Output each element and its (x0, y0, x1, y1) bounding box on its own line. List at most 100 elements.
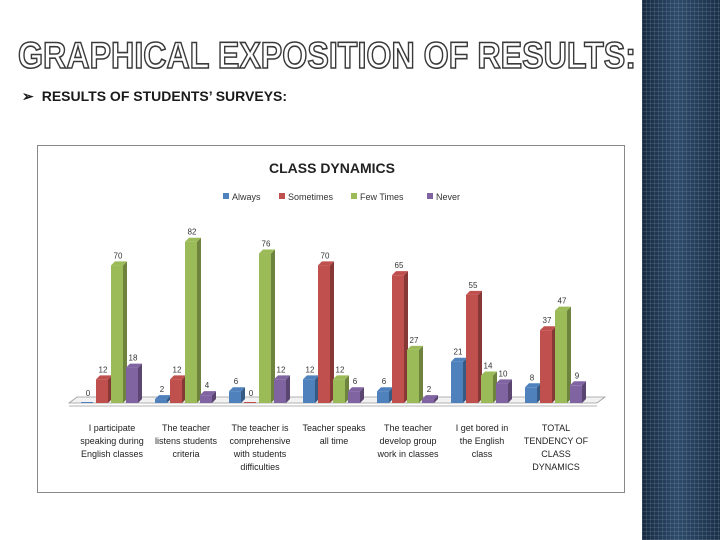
bar-sometimes-7 (540, 330, 552, 403)
chart-title: CLASS DYNAMICS (269, 160, 395, 176)
category-label-3-line-4: difficulties (240, 462, 280, 472)
data-label-never-1: 18 (129, 354, 138, 363)
bar-always-7 (525, 387, 537, 403)
data-label-few-times-6: 14 (484, 361, 493, 370)
bar-sometimes-4 (318, 265, 330, 403)
bar-sometimes-7-top (540, 326, 556, 331)
data-label-always-3: 6 (234, 377, 239, 386)
data-label-never-2: 4 (205, 381, 210, 390)
bar-always-6 (451, 361, 463, 403)
bar-always-3-side (241, 387, 245, 403)
bar-always-5-top (377, 387, 393, 392)
category-label-1-line-3: English classes (81, 449, 144, 459)
bar-sometimes-2 (170, 379, 182, 403)
category-label-1-line-2: speaking during (80, 436, 144, 446)
bar-always-5 (377, 391, 389, 403)
category-label-3-line-3: with students (233, 449, 287, 459)
legend-label-sometimes: Sometimes (288, 192, 334, 202)
data-label-always-7: 8 (530, 373, 535, 382)
bar-always-1 (81, 402, 93, 403)
bar-few-times-1-side (123, 261, 127, 403)
data-label-never-5: 2 (427, 385, 432, 394)
survey-subtitle-text: RESULTS OF STUDENTS’ SURVEYS: (41, 88, 288, 104)
data-label-never-6: 10 (499, 369, 508, 378)
category-label-7-line-3: CLASS (541, 449, 571, 459)
bar-always-3 (229, 391, 241, 403)
bar-never-7-top (570, 381, 586, 386)
category-label-7-line-4: DYNAMICS (532, 462, 580, 472)
slide-title: GRAPHICAL EXPOSITION OF RESULTS: (18, 32, 642, 76)
bar-never-4-top (348, 387, 364, 392)
bar-sometimes-5-top (392, 271, 408, 276)
bar-sometimes-1 (96, 379, 108, 403)
bar-few-times-5-side (419, 345, 423, 403)
bar-few-times-5-top (407, 345, 423, 350)
bar-never-6-top (496, 379, 512, 384)
category-label-4-line-1: Teacher speaks (302, 423, 366, 433)
data-label-always-1: 0 (86, 389, 91, 398)
bar-never-6 (496, 383, 508, 403)
bar-never-3-side (286, 375, 290, 403)
bar-few-times-2 (185, 241, 197, 403)
category-label-6-line-1: I get bored in (456, 423, 509, 433)
bar-sometimes-6-top (466, 290, 482, 295)
category-label-5-line-2: develop group (379, 436, 436, 446)
bar-few-times-3 (259, 253, 271, 403)
bar-always-6-top (451, 357, 467, 362)
data-label-sometimes-1: 12 (99, 365, 108, 374)
data-label-sometimes-7: 37 (543, 316, 552, 325)
bar-never-1-top (126, 363, 142, 368)
bar-few-times-3-top (259, 249, 275, 254)
legend-label-always: Always (232, 192, 261, 202)
legend-swatch-never (427, 193, 433, 199)
survey-subtitle: ➢ RESULTS OF STUDENTS’ SURVEYS: (22, 88, 287, 105)
category-label-2-line-2: listens students (155, 436, 218, 446)
bar-never-2 (200, 395, 212, 403)
data-label-always-5: 6 (382, 377, 387, 386)
legend-label-never: Never (436, 192, 460, 202)
bar-sometimes-5 (392, 275, 404, 403)
category-label-3-line-1: The teacher is (231, 423, 289, 433)
bar-always-4 (303, 379, 315, 403)
bar-never-5-side (434, 395, 438, 403)
bar-never-7 (570, 385, 582, 403)
bar-few-times-1 (111, 265, 123, 403)
arrow-bullet-icon: ➢ (22, 88, 34, 104)
bar-never-5 (422, 399, 434, 403)
category-label-7-line-1: TOTAL (542, 423, 570, 433)
data-label-few-times-1: 70 (114, 251, 123, 260)
bar-few-times-5 (407, 349, 419, 403)
category-label-1-line-1: I participate (89, 423, 136, 433)
slide-title-text: GRAPHICAL EXPOSITION OF RESULTS: (18, 35, 636, 76)
bar-never-7-side (582, 381, 586, 403)
bar-few-times-4 (333, 379, 345, 403)
data-label-sometimes-2: 12 (173, 365, 182, 374)
decorative-sidebar (642, 0, 720, 540)
bar-never-6-side (508, 379, 512, 403)
legend-swatch-sometimes (279, 193, 285, 199)
category-label-3-line-2: comprehensive (229, 436, 290, 446)
data-label-few-times-4: 12 (336, 365, 345, 374)
bar-few-times-2-top (185, 237, 201, 242)
chart-frame: CLASS DYNAMICS Always Sometimes Few Times Ne… (37, 145, 625, 493)
bar-never-3 (274, 379, 286, 403)
bar-few-times-7-top (555, 306, 571, 311)
bar-always-2 (155, 399, 167, 403)
bar-never-4-side (360, 387, 364, 403)
data-label-few-times-5: 27 (410, 336, 419, 345)
category-label-6-line-2: the English (460, 436, 505, 446)
bar-few-times-7 (555, 310, 567, 403)
legend-swatch-always (223, 193, 229, 199)
bar-always-3-top (229, 387, 245, 392)
data-label-sometimes-3: 0 (249, 389, 254, 398)
data-label-sometimes-5: 65 (395, 261, 404, 270)
bar-few-times-1-top (111, 261, 127, 266)
bar-few-times-7-side (567, 306, 571, 403)
data-label-few-times-2: 82 (188, 228, 197, 237)
data-label-always-6: 21 (454, 348, 463, 357)
bar-sometimes-2-top (170, 375, 186, 380)
data-label-always-4: 12 (306, 365, 315, 374)
class-dynamics-chart: CLASS DYNAMICS Always Sometimes Few Times Ne… (67, 160, 607, 472)
data-label-sometimes-4: 70 (321, 251, 330, 260)
data-label-never-4: 6 (353, 377, 358, 386)
